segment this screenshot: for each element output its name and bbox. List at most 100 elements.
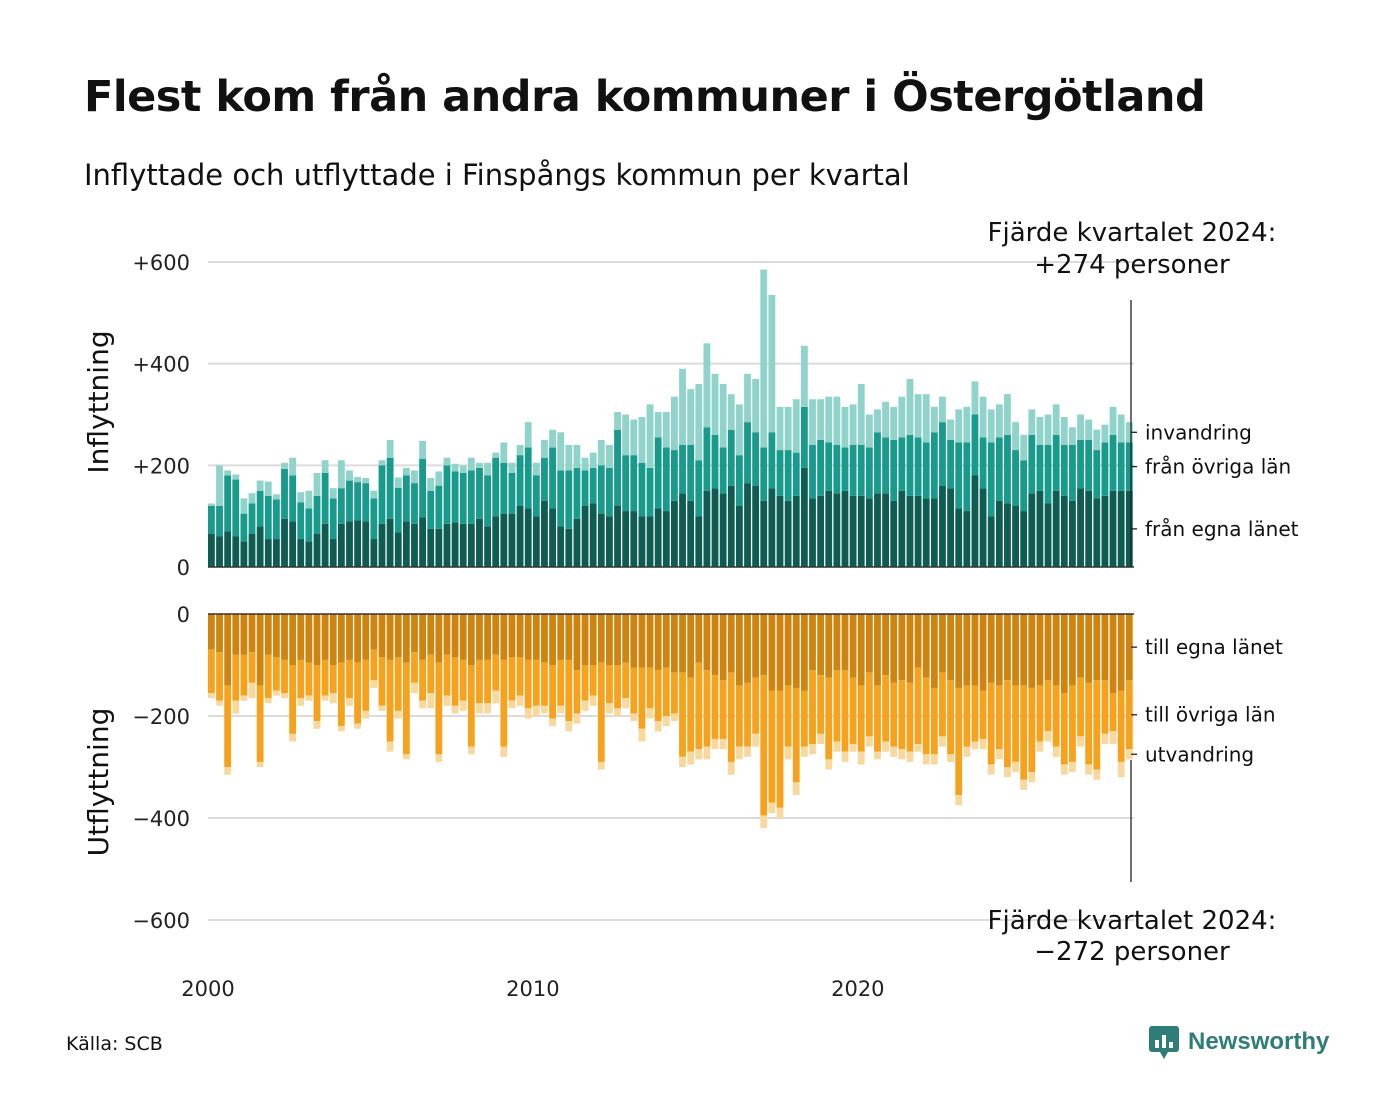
bar-in-own (906, 495, 914, 567)
bar-out-own (467, 614, 475, 665)
bar-in-abroad (557, 432, 565, 471)
bar-out-abroad (508, 700, 516, 709)
bar-in-abroad (882, 401, 890, 438)
bar-out-abroad (955, 795, 963, 806)
bar-out-other (809, 670, 816, 745)
bar-in-own (711, 488, 719, 567)
bar-in-other (735, 455, 743, 506)
bar-out-abroad (1109, 731, 1117, 745)
bar-out-other (1101, 680, 1109, 734)
bar-out-abroad (354, 723, 362, 729)
bar-in-abroad (703, 343, 711, 428)
bar-out-other (346, 659, 353, 699)
bar-in-abroad (1117, 414, 1125, 443)
bar-out-own (524, 614, 532, 660)
bar-in-abroad (508, 462, 516, 473)
bar-in-other (614, 429, 621, 506)
bar-out-other (427, 654, 435, 694)
bar-in-other (809, 445, 816, 499)
bar-in-abroad (1085, 419, 1093, 440)
bar-in-abroad (947, 419, 954, 440)
bar-in-own (516, 506, 524, 567)
bar-out-abroad (589, 695, 597, 706)
bar-out-abroad (362, 710, 370, 719)
bar-in-own (849, 495, 857, 567)
bar-in-own (784, 500, 792, 567)
bar-in-other (622, 455, 630, 512)
bar-out-other (841, 670, 849, 752)
bar-in-abroad (256, 480, 264, 491)
bar-out-other (1077, 677, 1084, 737)
bar-in-other (930, 432, 938, 499)
y-axis-title-top: Inflyttning (82, 330, 115, 473)
bar-out-own (890, 614, 898, 683)
bar-out-abroad (817, 733, 825, 745)
y-tick-label-top: +400 (132, 353, 190, 377)
bar-in-own (1044, 503, 1052, 567)
bar-in-other (638, 462, 646, 517)
bar-out-other (411, 652, 418, 683)
bar-in-own (240, 541, 248, 567)
bar-out-other (654, 670, 662, 722)
bar-out-own (541, 614, 548, 663)
bar-out-other (484, 659, 491, 704)
bar-in-abroad (825, 396, 833, 443)
bar-in-own (857, 495, 865, 567)
bar-in-abroad (914, 394, 922, 438)
bar-in-own (346, 521, 353, 567)
bar-out-own (581, 614, 589, 665)
bar-out-other (727, 672, 735, 762)
bar-in-other (1125, 442, 1133, 491)
series-label-in-other: från övriga län (1145, 455, 1291, 479)
bar-out-own (305, 614, 313, 663)
bar-in-abroad (792, 399, 800, 453)
bar-in-abroad (443, 457, 451, 466)
bar-out-abroad (662, 716, 670, 727)
bar-out-own (435, 614, 443, 663)
bar-out-own (492, 614, 500, 655)
bar-in-own (557, 526, 565, 567)
bar-in-abroad (500, 442, 508, 463)
bar-in-abroad (435, 471, 443, 486)
bar-out-own (346, 614, 353, 660)
bar-in-own (224, 531, 232, 567)
bar-out-own (516, 614, 524, 658)
bar-in-abroad (362, 478, 370, 484)
bar-in-other (216, 506, 223, 537)
bar-in-other (597, 465, 605, 514)
bar-in-abroad (841, 406, 849, 448)
bar-out-abroad (516, 695, 524, 706)
bar-out-abroad (541, 705, 548, 714)
bar-in-own (865, 498, 873, 568)
bar-out-other (589, 665, 597, 696)
bar-in-abroad (906, 378, 914, 435)
bar-out-own (1109, 614, 1117, 694)
bar-out-other (1036, 685, 1044, 742)
bar-in-own (922, 498, 930, 568)
bar-out-abroad (930, 754, 938, 765)
bar-in-other (435, 485, 443, 529)
bar-out-other (508, 657, 516, 701)
bar-in-abroad (313, 472, 321, 496)
bar-in-abroad (622, 414, 630, 456)
bar-out-own (394, 614, 402, 658)
bar-out-other (216, 652, 223, 701)
bar-in-own (947, 488, 954, 567)
bar-in-other (411, 483, 418, 524)
bar-out-abroad (289, 733, 297, 742)
bar-out-own (849, 614, 857, 678)
bar-in-other (289, 475, 297, 522)
bar-out-own (930, 614, 938, 688)
bar-in-other (321, 472, 329, 524)
bar-in-own (1004, 503, 1011, 567)
bar-in-abroad (216, 465, 223, 506)
bar-in-own (281, 518, 288, 567)
bar-in-abroad (638, 417, 646, 463)
bar-out-own (1052, 614, 1060, 686)
bar-in-abroad (817, 399, 825, 440)
bar-in-own (646, 516, 654, 567)
bar-in-own (719, 493, 727, 567)
bar-out-own (882, 614, 890, 676)
bar-in-abroad (930, 406, 938, 433)
bar-out-other (597, 662, 605, 762)
